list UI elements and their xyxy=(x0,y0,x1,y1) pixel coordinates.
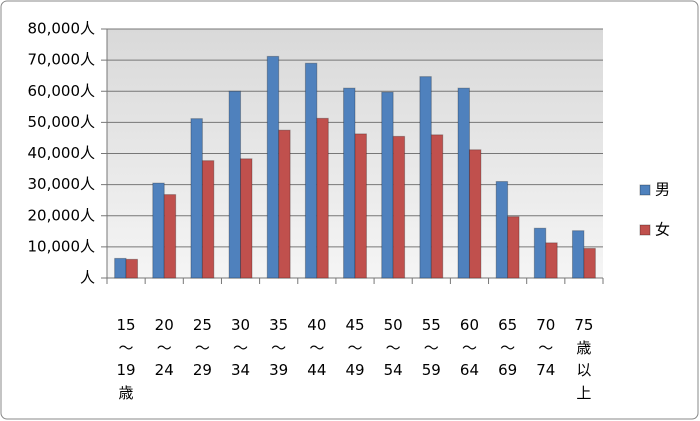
bar xyxy=(201,160,215,279)
bar xyxy=(343,87,356,279)
bar xyxy=(190,118,203,279)
legend-swatch xyxy=(639,224,651,236)
bar xyxy=(240,158,253,279)
x-tick-label: 50 〜 54 xyxy=(383,316,403,380)
y-tick-label: 30,000人 xyxy=(28,175,96,193)
bar xyxy=(457,87,470,279)
x-tick-label: 45 〜 49 xyxy=(345,316,365,380)
x-tick-label: 40 〜 44 xyxy=(307,316,327,380)
y-tick-label: 人 xyxy=(80,269,95,287)
x-tick-label: 25 〜 29 xyxy=(192,316,212,380)
bar xyxy=(163,194,177,279)
bar xyxy=(316,117,329,279)
x-tick-label: 15 〜 19 歳 xyxy=(116,316,136,403)
bar xyxy=(114,257,127,279)
bar xyxy=(392,135,406,279)
y-tick-label: 60,000人 xyxy=(28,82,96,100)
legend-label: 女 xyxy=(655,221,670,239)
bar xyxy=(278,129,291,279)
bar xyxy=(125,258,139,279)
x-tick-label: 30 〜 34 xyxy=(230,316,251,380)
y-tick-label: 70,000人 xyxy=(28,51,96,69)
bar xyxy=(545,242,558,279)
bar xyxy=(304,62,318,279)
legend-label: 男 xyxy=(655,181,670,199)
x-tick-label: 55 〜 59 xyxy=(421,316,441,380)
bar xyxy=(571,230,585,279)
bar xyxy=(533,227,547,279)
bar xyxy=(228,90,242,279)
x-tick-label: 70 〜 74 xyxy=(536,316,556,380)
x-tick-label: 35 〜 39 xyxy=(269,316,289,380)
x-tick-label: 20 〜 24 xyxy=(154,316,174,380)
y-tick-label: 10,000人 xyxy=(28,237,96,255)
legend-swatch xyxy=(639,184,651,196)
bar xyxy=(354,133,367,279)
bar xyxy=(507,216,520,279)
bar xyxy=(468,149,482,279)
bar xyxy=(152,182,165,279)
y-tick-label: 50,000人 xyxy=(28,113,96,131)
y-tick-label: 20,000人 xyxy=(28,206,96,224)
bar xyxy=(583,247,596,279)
y-tick-label: 80,000人 xyxy=(28,20,96,38)
x-tick-label: 60 〜 64 xyxy=(459,316,479,380)
bar xyxy=(381,91,394,279)
x-tick-label: 65 〜 69 xyxy=(498,316,518,380)
x-tick-label: 75 歳 以 上 xyxy=(574,316,594,403)
bar xyxy=(495,181,509,279)
bar xyxy=(430,134,444,279)
bar xyxy=(266,55,280,279)
y-tick-label: 40,000人 xyxy=(28,144,96,162)
bar xyxy=(419,76,432,279)
